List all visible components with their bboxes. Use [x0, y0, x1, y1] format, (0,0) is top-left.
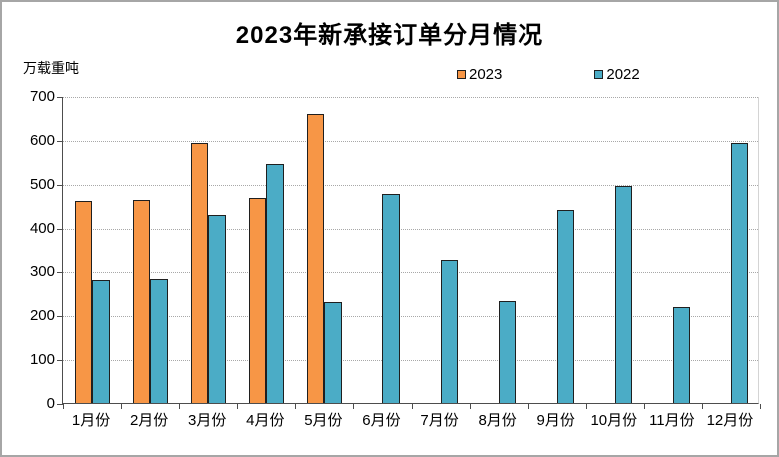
x-axis-tick [63, 404, 64, 409]
gridline [63, 360, 758, 362]
y-tick-label: 300 [29, 263, 55, 281]
bar-2022-5月份 [324, 302, 342, 403]
x-tick-label: 8月份 [478, 412, 517, 429]
x-axis-tick [411, 404, 413, 409]
bar-2022-7月份 [440, 260, 459, 403]
bar-2022-2月份 [150, 278, 168, 403]
legend-swatch-icon [594, 70, 604, 79]
bar-2022-8月份 [498, 301, 517, 403]
y-axis-tick [57, 184, 63, 186]
bar-2022-12月份 [730, 143, 749, 403]
y-axis-tick [57, 360, 63, 362]
y-tick-label: 200 [29, 307, 55, 325]
gridline [63, 316, 758, 318]
x-axis-tick [121, 404, 123, 409]
y-tick-label: 500 [29, 175, 55, 193]
y-axis-tick [57, 404, 63, 405]
bar-2022-11月份 [672, 306, 691, 403]
legend-label: 2022 [606, 66, 640, 83]
legend-item-2022: 2022 [594, 66, 640, 83]
x-axis-tick [760, 404, 761, 409]
x-axis-tick [179, 404, 181, 409]
y-tick-label: 0 [46, 395, 55, 412]
bar-2023-2月份 [132, 199, 151, 403]
gridline [63, 272, 758, 274]
legend: 2023 2022 [457, 66, 640, 83]
y-axis-tick [57, 316, 63, 318]
bar-2022-1月份 [92, 279, 110, 403]
bar-2023-5月份 [306, 114, 325, 403]
y-tick-label: 700 [29, 88, 55, 105]
y-axis-tick [57, 272, 63, 274]
gridline [63, 97, 758, 98]
y-axis-tick [57, 140, 63, 142]
bar-2022-6月份 [382, 193, 400, 403]
bar-2022-10月份 [614, 186, 633, 403]
x-tick-label: 12月份 [706, 412, 754, 429]
x-tick-label: 2月份 [129, 412, 169, 429]
x-axis-tick [353, 404, 355, 409]
legend-swatch-icon [457, 70, 466, 79]
x-axis-tick [643, 404, 645, 409]
gridline [63, 228, 758, 230]
x-axis-tick [701, 404, 703, 409]
x-tick-label: 7月份 [420, 412, 459, 429]
bar-2022-4月份 [266, 163, 284, 403]
y-axis-unit-label: 万载重吨 [23, 60, 79, 76]
x-tick-label: 9月份 [536, 412, 575, 429]
x-axis-tick [585, 404, 587, 409]
y-tick-label: 100 [29, 351, 55, 369]
bar-2023-4月份 [248, 198, 267, 403]
x-tick-label: 5月份 [304, 412, 343, 429]
x-axis-tick [237, 404, 239, 409]
chart-title: 2023年新承接订单分月情况 [235, 22, 544, 49]
legend-item-2023: 2023 [457, 66, 502, 83]
x-tick-label: 3月份 [188, 412, 227, 429]
plot-area [57, 97, 761, 409]
x-tick-label: 6月份 [362, 412, 401, 429]
x-axis-tick [295, 404, 297, 409]
x-axis-tick [527, 404, 529, 409]
x-tick-label: 11月份 [649, 412, 695, 429]
bar-2023-1月份 [74, 200, 93, 403]
legend-label: 2023 [469, 66, 503, 83]
y-axis-tick [57, 97, 63, 98]
x-tick-label: 1月份 [71, 412, 111, 429]
x-tick-label: 10月份 [590, 412, 638, 429]
bar-2022-9月份 [556, 209, 575, 403]
y-tick-label: 600 [29, 131, 55, 149]
gridline [63, 140, 758, 142]
bar-2022-3月份 [208, 214, 226, 403]
y-tick-label: 400 [29, 219, 55, 237]
x-tick-label: 4月份 [246, 412, 285, 429]
gridline [63, 184, 758, 186]
bar-2023-3月份 [190, 142, 209, 403]
x-axis-tick [469, 404, 471, 409]
y-axis-tick [57, 228, 63, 230]
